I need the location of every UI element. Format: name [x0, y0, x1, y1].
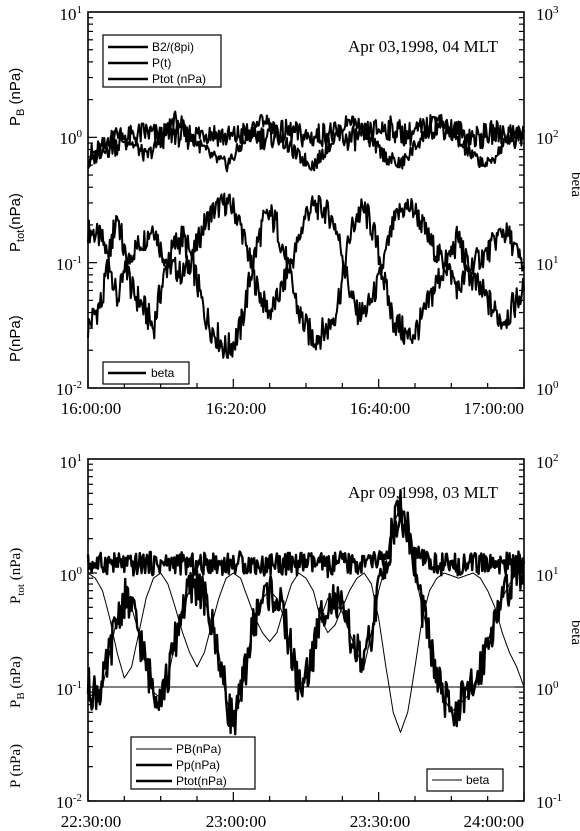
left-axis-label: Ptot(nPa)	[7, 193, 27, 252]
panel-top: 101 100 10-1 10-2 103 102 101 100 16:00:…	[7, 4, 580, 418]
legend-entry: beta	[151, 366, 175, 380]
x-tick-label: 23:00:00	[206, 812, 266, 831]
x-tick-label: 16:20:00	[206, 399, 266, 418]
right-axis-label: beta	[568, 172, 580, 197]
legend-beta: beta	[426, 768, 504, 792]
legend-entry: Ptot (nPa)	[152, 72, 206, 86]
left-tick-label: 10-1	[56, 679, 82, 699]
series-line-p-t-	[87, 198, 525, 359]
series-line-beta	[87, 503, 525, 722]
right-tick-label: 100	[536, 679, 559, 699]
left-tick-label: 100	[60, 128, 83, 148]
right-tick-label: 10-1	[536, 792, 562, 812]
panel-annotation: Apr 03,1998, 04 MLT	[348, 37, 499, 56]
x-tick-label: 22:30:00	[61, 812, 121, 831]
legend-entry: beta	[466, 773, 490, 787]
right-axis-label: beta	[568, 620, 580, 645]
left-axis-label: P (nPa)	[8, 744, 24, 788]
left-axis-label: P(nPa)	[7, 315, 24, 362]
series-layer	[87, 110, 525, 359]
right-tick-label: 100	[536, 379, 559, 399]
x-tick-label: 17:00:00	[464, 399, 524, 418]
left-axis-label: PB (nPa)	[8, 656, 27, 708]
legend-entry: P(t)	[152, 56, 171, 70]
left-tick-label: 10-2	[56, 792, 82, 812]
legend-entry: PB(nPa)	[176, 742, 221, 756]
series-line-ptot-npa-	[86, 506, 526, 579]
tick-layer	[87, 463, 525, 802]
series-line-beta	[87, 110, 525, 173]
x-tick-label: 16:00:00	[61, 399, 121, 418]
legend-entry: Ptot(nPa)	[176, 774, 227, 788]
left-tick-label: 100	[60, 565, 83, 585]
left-tick-label: 10-2	[56, 379, 82, 399]
x-tick-label: 24:00:00	[464, 812, 524, 831]
series-layer	[86, 488, 526, 736]
legend-beta: beta	[102, 361, 190, 385]
legend-entry: Pp(nPa)	[176, 758, 220, 772]
legend-box	[426, 768, 504, 792]
legend: B2/(8pi) P(t) Ptot (nPa)	[102, 34, 222, 88]
right-tick-label: 101	[536, 254, 559, 274]
right-tick-label: 102	[536, 452, 559, 472]
x-tick-label: 23:30:00	[350, 812, 410, 831]
left-axis-label: PB (nPa)	[7, 68, 27, 126]
x-tick-label: 16:40:00	[350, 399, 410, 418]
panel-bottom: 101 100 10-1 10-2 102 101 100 10-1 22:30…	[8, 452, 580, 831]
right-tick-label: 101	[536, 565, 559, 585]
left-tick-label: 10-1	[56, 254, 82, 274]
left-axis-label: Ptot (nPa)	[8, 548, 27, 604]
right-tick-label: 103	[536, 4, 559, 24]
left-tick-label: 101	[60, 4, 83, 24]
legend: PB(nPa) Pp(nPa) Ptot(nPa)	[130, 736, 256, 790]
tick-layer	[87, 17, 525, 389]
series-line-b2-8pi-	[87, 192, 525, 326]
legend-entry: B2/(8pi)	[152, 40, 194, 54]
series-line-pp-npa-	[86, 488, 525, 736]
left-tick-label: 101	[60, 452, 83, 472]
right-tick-label: 102	[536, 128, 559, 148]
panel-annotation: Apr 09,1998, 03 MLT	[348, 483, 499, 502]
